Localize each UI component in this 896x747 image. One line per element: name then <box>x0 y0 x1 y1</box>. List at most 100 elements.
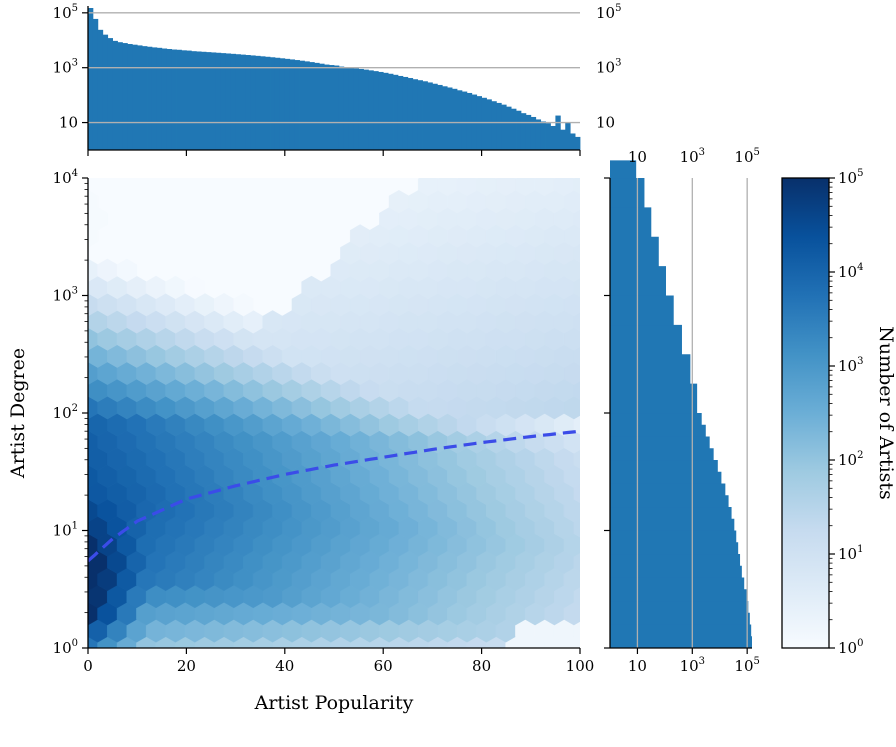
degree-bar <box>610 178 645 208</box>
popularity-bar <box>142 46 148 150</box>
hexbin-cell <box>233 292 254 317</box>
popularity-bar <box>166 49 173 151</box>
degree-bar <box>610 542 739 555</box>
popularity-bar <box>289 59 296 150</box>
x-tick-label: 40 <box>275 657 294 675</box>
top-tick-label-left: 105 <box>53 3 78 22</box>
degree-bar <box>610 160 637 179</box>
hexbin-cell <box>436 178 440 180</box>
hexbin-cell <box>583 602 603 625</box>
popularity-bar <box>92 18 99 151</box>
x-tick-label: 60 <box>374 657 393 675</box>
hexbin-cell <box>583 568 603 591</box>
degree-bar <box>610 612 750 625</box>
popularity-bar <box>422 81 428 150</box>
x-tick-label: 80 <box>472 657 491 675</box>
popularity-bar <box>402 76 409 150</box>
y-tick-label: 100 <box>53 638 78 657</box>
hexbin-cell <box>88 556 89 569</box>
hexbin-cells <box>59 178 603 660</box>
colorbar: Number of Artists 100 101 102 103 104 105 <box>781 168 896 657</box>
popularity-bar <box>530 116 537 150</box>
hexbin-cell <box>116 258 138 283</box>
right-tick-label-bottom: 103 <box>680 656 705 675</box>
popularity-bar <box>245 55 251 151</box>
hexbin-cell <box>583 225 603 248</box>
x-tick-label: 20 <box>177 657 196 675</box>
hexbin-cell <box>583 431 603 454</box>
y-axis-label: Artist Degree <box>7 348 29 479</box>
popularity-bar <box>304 61 310 150</box>
hexbin-plot: 0 20 40 60 80 100 100 101 102 103 104 Artist Popul… <box>7 168 603 714</box>
hexbin-cell <box>583 328 603 351</box>
y-tick-label: 104 <box>53 168 78 187</box>
right-tick-label-top: 105 <box>734 147 759 166</box>
y-tick-label: 103 <box>53 286 78 305</box>
colorbar-tick-label: 100 <box>838 638 863 657</box>
popularity-bar <box>560 129 566 150</box>
popularity-bar <box>545 123 551 150</box>
popularity-bar <box>338 66 345 150</box>
hexbin-cell <box>88 487 89 500</box>
popularity-bar <box>147 46 153 150</box>
popularity-bar <box>461 91 468 150</box>
popularity-bar <box>137 45 143 150</box>
degree-bar <box>610 577 745 590</box>
popularity-bar <box>97 29 104 150</box>
hexbin-cell <box>59 362 79 385</box>
hexbin-cell <box>88 189 99 214</box>
popularity-bar <box>309 62 315 150</box>
hexbin-cell <box>583 396 603 419</box>
hexbin-cell <box>583 465 603 488</box>
popularity-bar <box>294 60 300 150</box>
popularity-bar <box>511 108 517 150</box>
popularity-bar <box>501 104 507 150</box>
popularity-bar <box>378 71 384 150</box>
degree-bar <box>610 383 698 414</box>
right-tick-label-bottom: 105 <box>734 656 759 675</box>
popularity-bar <box>373 71 379 150</box>
hexbin-cell <box>59 602 79 625</box>
popularity-bar <box>550 125 556 150</box>
popularity-bar <box>437 84 443 150</box>
degree-bar <box>610 507 732 520</box>
hexbin-cell <box>474 178 479 180</box>
hexbin-cell <box>59 499 79 522</box>
top-tick-label-left: 10 <box>59 114 78 132</box>
popularity-bar <box>171 49 177 150</box>
hexbin-cell <box>59 225 79 248</box>
popularity-histogram: 105 105 103 103 10 10 <box>53 3 621 156</box>
popularity-bar <box>353 68 359 150</box>
popularity-bar <box>525 114 532 150</box>
degree-bar <box>610 436 710 449</box>
degree-bar <box>610 207 652 238</box>
colorbar-tick-label: 105 <box>838 168 863 187</box>
colorbar-tick-label: 101 <box>838 544 863 563</box>
y-tick-label: 102 <box>53 403 78 422</box>
popularity-bar <box>363 69 369 150</box>
popularity-bar <box>412 79 419 150</box>
hexbin-cell <box>583 637 603 660</box>
hexbin-cell <box>59 328 79 351</box>
colorbar-tick-label: 104 <box>838 262 863 281</box>
popularity-bar <box>432 83 438 150</box>
popularity-bar <box>274 57 281 150</box>
degree-bar <box>610 483 726 496</box>
popularity-bar <box>279 58 286 150</box>
popularity-bar <box>225 53 232 150</box>
colorbar-tick-label: 102 <box>838 450 863 469</box>
hexbin-cell <box>455 178 459 180</box>
popularity-bar <box>127 44 133 151</box>
degree-bar <box>610 354 691 385</box>
popularity-bar <box>570 133 576 150</box>
popularity-bar <box>447 87 453 150</box>
hexbin-cell <box>583 499 603 522</box>
popularity-bar <box>122 43 128 150</box>
popularity-bar <box>255 55 261 150</box>
popularity-bar <box>427 82 433 150</box>
degree-bar <box>610 589 747 602</box>
hexbin-cell <box>583 362 603 385</box>
popularity-bar <box>191 51 197 150</box>
degree-bar <box>610 324 682 355</box>
